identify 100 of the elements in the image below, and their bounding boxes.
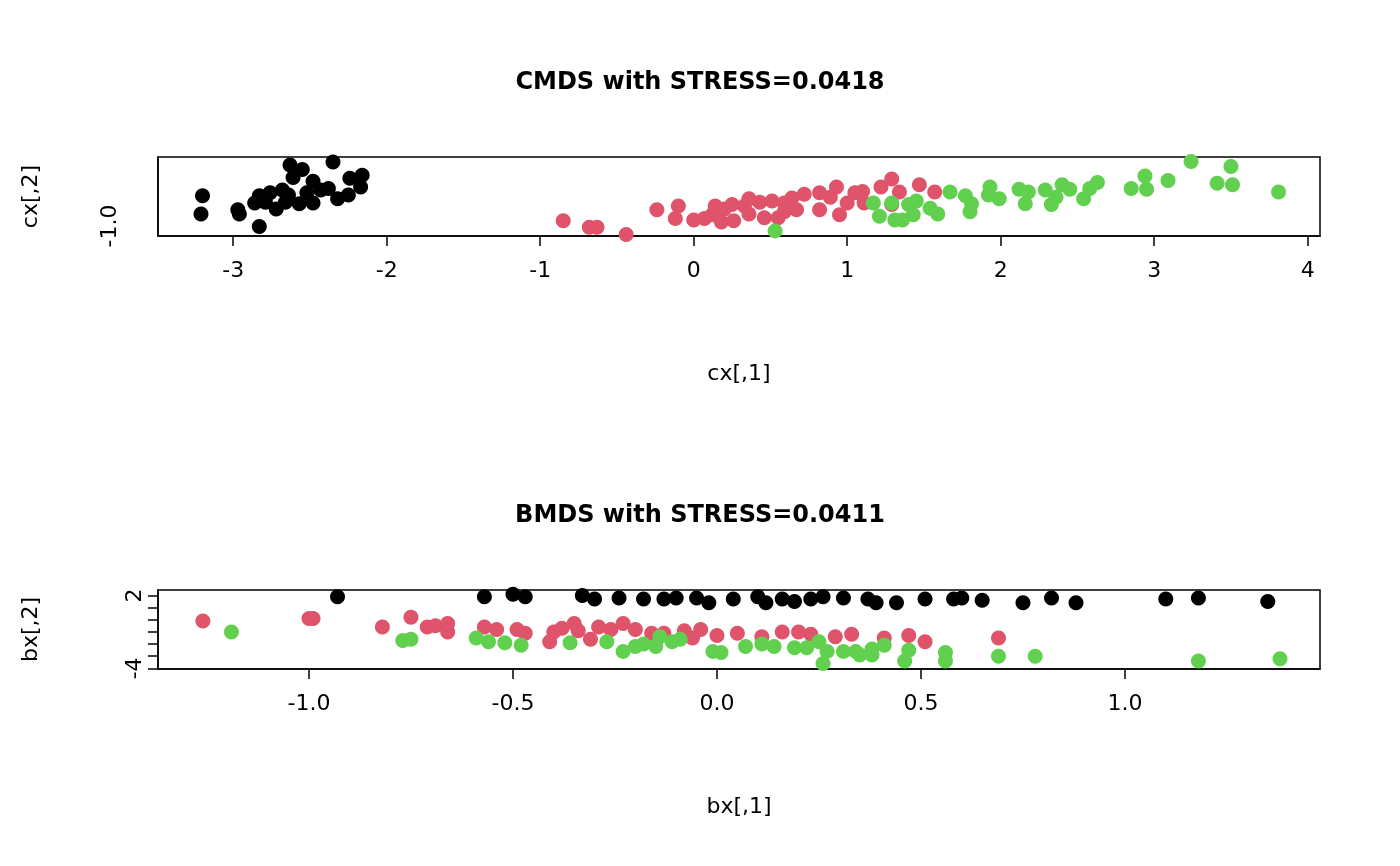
- x-tick-label: 0.5: [903, 689, 939, 715]
- x-tick-label: 0.0: [699, 689, 735, 715]
- point: [1015, 595, 1031, 611]
- point: [223, 624, 239, 640]
- point: [889, 595, 904, 611]
- point: [927, 184, 943, 200]
- point: [636, 591, 652, 607]
- point: [1160, 172, 1176, 188]
- point: [562, 635, 578, 651]
- x-tick-label: 1.0: [1107, 689, 1143, 715]
- point: [774, 591, 790, 607]
- point: [353, 179, 369, 195]
- point: [787, 594, 802, 610]
- point: [587, 591, 603, 607]
- x-tick-label: -1: [529, 256, 552, 282]
- point: [741, 191, 757, 207]
- point: [709, 628, 725, 644]
- chart-title: CMDS with STRESS=0.0418: [515, 67, 885, 95]
- point: [1044, 590, 1060, 606]
- point: [871, 208, 887, 224]
- point: [905, 207, 921, 223]
- point: [468, 630, 484, 646]
- point: [991, 630, 1006, 646]
- point: [796, 186, 812, 202]
- point: [822, 189, 838, 205]
- point: [583, 631, 598, 647]
- point: [766, 639, 782, 655]
- point: [1158, 591, 1174, 607]
- point: [656, 591, 672, 607]
- x-tick-label: 2: [993, 256, 1008, 282]
- x-tick-label: 3: [1147, 256, 1162, 282]
- point: [374, 619, 390, 635]
- point: [1209, 175, 1225, 191]
- point: [1123, 180, 1139, 196]
- point: [689, 590, 705, 606]
- point: [285, 169, 301, 185]
- point: [1089, 175, 1105, 191]
- point: [1037, 182, 1053, 198]
- point: [672, 631, 688, 647]
- point: [839, 195, 855, 211]
- point: [1068, 595, 1084, 611]
- point: [299, 185, 315, 201]
- point: [403, 609, 419, 625]
- point: [954, 590, 970, 606]
- point: [1020, 184, 1036, 200]
- point: [799, 640, 815, 656]
- point: [1190, 653, 1206, 669]
- point: [570, 623, 586, 639]
- point: [815, 589, 831, 605]
- point: [832, 207, 848, 223]
- point: [649, 202, 665, 218]
- point: [591, 619, 607, 635]
- y-axis-title: bx[,2]: [16, 596, 42, 663]
- x-tick-label: 1: [840, 256, 855, 282]
- point: [1139, 181, 1155, 197]
- point: [873, 179, 889, 195]
- point: [1260, 594, 1276, 610]
- point: [812, 202, 828, 218]
- point: [942, 184, 958, 200]
- point: [835, 590, 851, 606]
- point: [917, 634, 933, 650]
- point: [803, 591, 819, 607]
- point: [713, 214, 729, 230]
- point: [652, 629, 668, 645]
- point: [476, 589, 492, 605]
- point: [554, 620, 570, 636]
- point: [670, 198, 686, 214]
- point: [615, 643, 631, 659]
- point: [325, 154, 341, 170]
- point: [481, 634, 496, 650]
- point: [729, 625, 745, 641]
- point: [342, 170, 358, 186]
- point: [1137, 168, 1153, 184]
- point: [756, 210, 772, 226]
- point: [611, 590, 627, 606]
- point: [574, 587, 590, 603]
- point: [1048, 189, 1064, 205]
- point: [891, 184, 907, 200]
- point: [917, 591, 933, 607]
- point: [901, 642, 917, 658]
- point: [754, 636, 770, 652]
- point: [513, 637, 529, 653]
- point: [725, 591, 741, 607]
- x-tick-label: -0.5: [491, 689, 535, 715]
- point: [668, 590, 684, 606]
- point: [1272, 651, 1288, 667]
- x-axis-title: cx[,1]: [707, 359, 771, 385]
- point: [764, 193, 780, 209]
- point: [251, 218, 267, 234]
- text: -1.0: [95, 204, 121, 248]
- y-tick-label: -4: [120, 657, 146, 680]
- point: [991, 648, 1006, 664]
- point: [618, 227, 634, 243]
- point: [505, 586, 521, 602]
- point: [1027, 648, 1043, 664]
- point: [555, 213, 571, 229]
- point: [1271, 184, 1287, 200]
- x-tick-label: 4: [1300, 256, 1315, 282]
- point: [738, 639, 754, 655]
- point: [1225, 177, 1240, 193]
